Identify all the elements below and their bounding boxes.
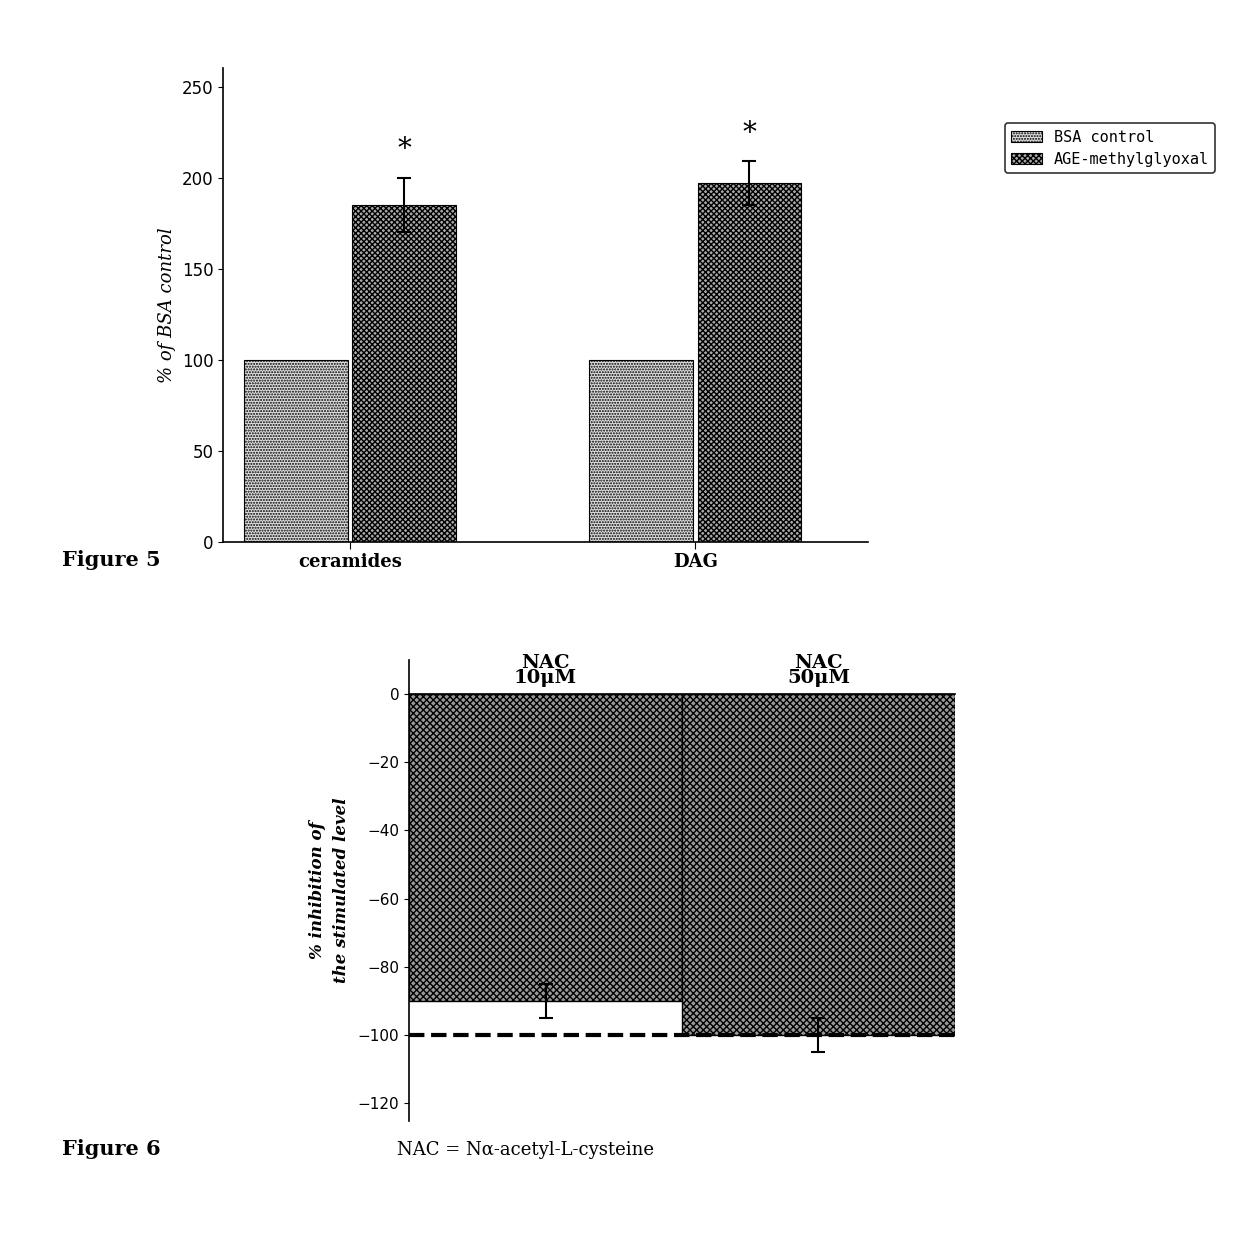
Y-axis label: % inhibition of
the stimulated level: % inhibition of the stimulated level bbox=[309, 797, 350, 984]
Text: *: * bbox=[397, 136, 410, 163]
Y-axis label: % of BSA control: % of BSA control bbox=[159, 227, 176, 383]
Text: NAC: NAC bbox=[794, 654, 843, 672]
Bar bbox=[682, 693, 955, 1035]
Text: NAC: NAC bbox=[521, 654, 570, 672]
Text: 10μM: 10μM bbox=[515, 669, 577, 687]
Bar bbox=[589, 360, 693, 542]
Bar bbox=[409, 693, 682, 1001]
Bar bbox=[698, 183, 801, 542]
Text: *: * bbox=[743, 120, 756, 147]
Text: 50μM: 50μM bbox=[787, 669, 849, 687]
Text: Figure 6: Figure 6 bbox=[62, 1139, 161, 1159]
Bar bbox=[244, 360, 347, 542]
Text: Figure 5: Figure 5 bbox=[62, 550, 161, 570]
Text: NAC = Nα-acetyl-L-cysteine: NAC = Nα-acetyl-L-cysteine bbox=[397, 1142, 653, 1159]
Legend: BSA control, AGE-methylglyoxal: BSA control, AGE-methylglyoxal bbox=[1004, 123, 1215, 173]
Bar bbox=[352, 205, 456, 542]
